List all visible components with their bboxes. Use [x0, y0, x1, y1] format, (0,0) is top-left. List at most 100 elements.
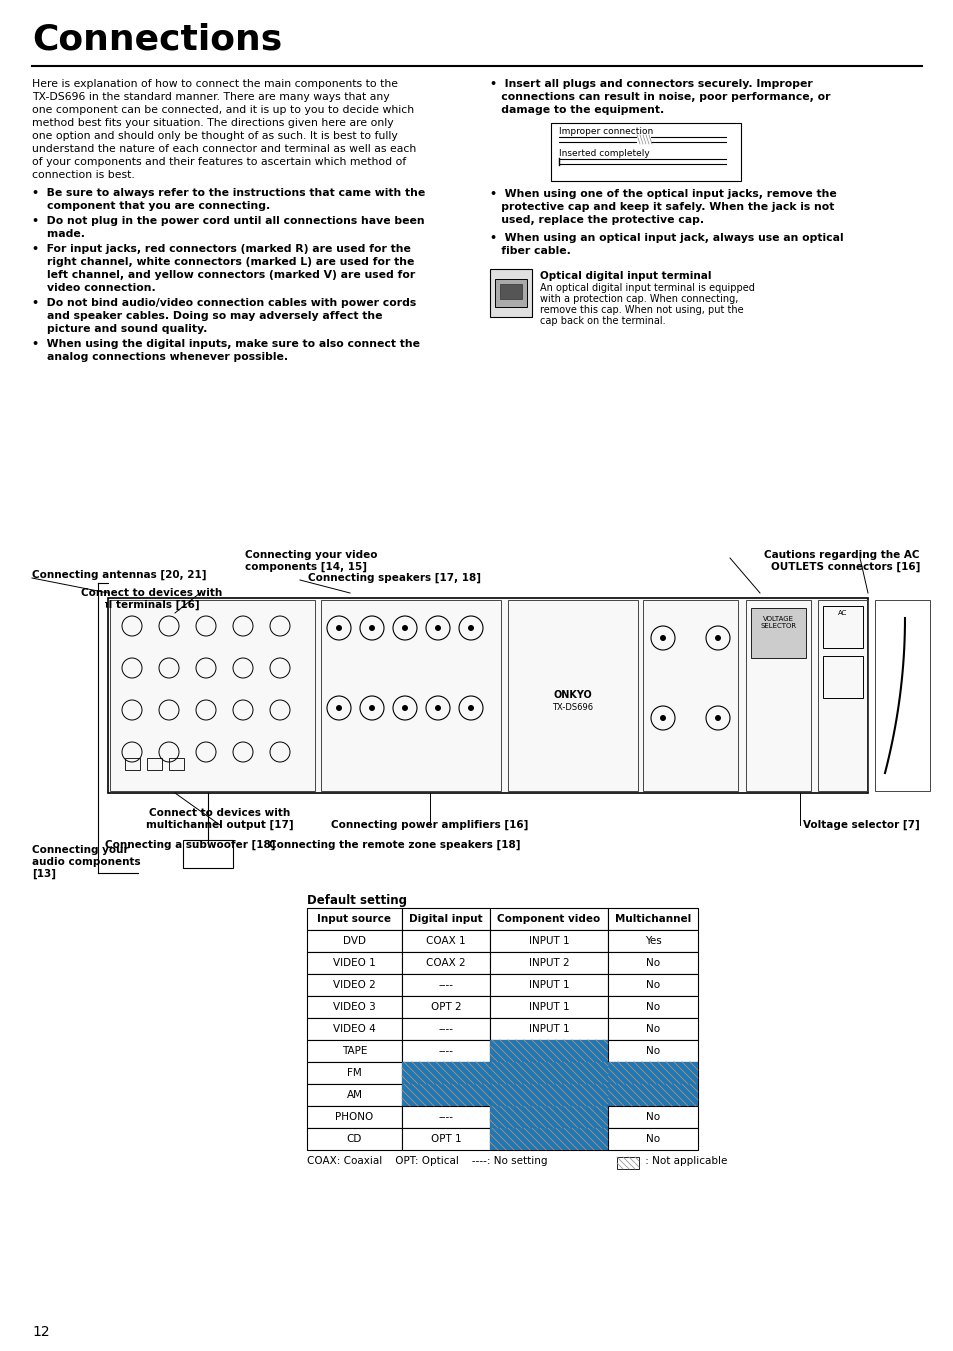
Bar [320, 600, 500, 790]
Bar [607, 1019, 698, 1040]
Text: understand the nature of each connector and terminal as well as each: understand the nature of each connector … [32, 145, 416, 154]
Bar [307, 1062, 401, 1084]
Text: VIDEO 3: VIDEO 3 [333, 1002, 375, 1012]
Text: Connecting your video: Connecting your video [245, 550, 377, 561]
Circle shape [435, 705, 440, 711]
Text: Multichannel: Multichannel [615, 915, 690, 924]
Text: No: No [645, 1046, 659, 1056]
Bar [307, 1084, 401, 1106]
Text: Connecting power amplifiers [16]: Connecting power amplifiers [16] [331, 820, 528, 831]
Bar [490, 996, 607, 1019]
Text: OUTLETS connectors [16]: OUTLETS connectors [16] [770, 562, 919, 573]
Text: INPUT 1: INPUT 1 [528, 1024, 569, 1034]
Text: DVD: DVD [343, 936, 366, 946]
Text: remove this cap. When not using, put the: remove this cap. When not using, put the [539, 305, 742, 315]
Text: AC: AC [838, 611, 847, 616]
Bar [401, 929, 490, 952]
Text: left channel, and yellow connectors (marked V) are used for: left channel, and yellow connectors (mar… [32, 270, 415, 280]
Bar [490, 1128, 607, 1150]
Bar [401, 1084, 490, 1106]
Bar [499, 284, 521, 299]
Bar [401, 1128, 490, 1150]
Text: COAX: Coaxial    OPT: Optical    ----: No setting: COAX: Coaxial OPT: Optical ----: No sett… [307, 1156, 560, 1166]
Text: audio components: audio components [32, 857, 140, 867]
Bar [750, 608, 805, 658]
Text: right channel, white connectors (marked L) are used for the: right channel, white connectors (marked … [32, 257, 414, 267]
Bar [401, 974, 490, 996]
Bar [307, 996, 401, 1019]
Bar [401, 908, 490, 929]
Bar [307, 952, 401, 974]
Bar [307, 929, 401, 952]
Bar [490, 929, 607, 952]
Bar [401, 952, 490, 974]
Text: : Not applicable: : Not applicable [641, 1156, 726, 1166]
Text: VIDEO 2: VIDEO 2 [333, 979, 375, 990]
Text: Connecting the remote zone speakers [18]: Connecting the remote zone speakers [18] [269, 840, 520, 850]
Bar [307, 1040, 401, 1062]
Text: AM: AM [346, 1090, 362, 1100]
Circle shape [401, 705, 408, 711]
Text: ℩I terminals [16]: ℩I terminals [16] [105, 600, 199, 611]
Bar [490, 1106, 607, 1128]
Bar [607, 996, 698, 1019]
Text: 12: 12 [32, 1325, 50, 1339]
Circle shape [468, 626, 474, 631]
Bar [551, 123, 740, 181]
Text: fiber cable.: fiber cable. [490, 246, 570, 255]
Text: FM: FM [347, 1069, 361, 1078]
Bar [874, 600, 929, 790]
Text: video connection.: video connection. [32, 282, 155, 293]
Bar [307, 1128, 401, 1150]
Bar [169, 758, 184, 770]
Bar [822, 607, 862, 648]
Bar [607, 929, 698, 952]
Circle shape [401, 626, 408, 631]
Text: TAPE: TAPE [341, 1046, 367, 1056]
Circle shape [335, 705, 341, 711]
Text: used, replace the protective cap.: used, replace the protective cap. [490, 215, 703, 226]
Text: Connecting antennas [20, 21]: Connecting antennas [20, 21] [32, 570, 206, 581]
Bar [401, 1062, 490, 1084]
Text: •  Insert all plugs and connectors securely. Improper: • Insert all plugs and connectors secure… [490, 78, 812, 89]
Bar [401, 1084, 490, 1106]
Bar [307, 1019, 401, 1040]
Text: Inserted completely: Inserted completely [558, 149, 649, 158]
Text: An optical digital input terminal is equipped: An optical digital input terminal is equ… [539, 282, 754, 293]
Text: picture and sound quality.: picture and sound quality. [32, 324, 207, 334]
Circle shape [369, 626, 375, 631]
Bar [642, 600, 738, 790]
Bar [607, 1062, 698, 1084]
Bar [607, 974, 698, 996]
Bar [147, 758, 162, 770]
Bar [617, 1156, 639, 1169]
Bar [607, 1040, 698, 1062]
Bar [607, 1128, 698, 1150]
Text: INPUT 1: INPUT 1 [528, 936, 569, 946]
Text: cap back on the terminal.: cap back on the terminal. [539, 316, 665, 326]
Text: VIDEO 1: VIDEO 1 [333, 958, 375, 969]
Text: No: No [645, 1133, 659, 1144]
Text: Input source: Input source [317, 915, 391, 924]
Text: Improper connection: Improper connection [558, 127, 653, 136]
Text: •  When using an optical input jack, always use an optical: • When using an optical input jack, alwa… [490, 232, 842, 243]
Text: OPT 1: OPT 1 [430, 1133, 461, 1144]
Text: COAX 2: COAX 2 [426, 958, 465, 969]
Bar [490, 269, 532, 317]
Text: made.: made. [32, 230, 85, 239]
Bar [507, 600, 638, 790]
Bar [490, 1019, 607, 1040]
Text: Component video: Component video [497, 915, 600, 924]
Text: COAX 1: COAX 1 [426, 936, 465, 946]
Bar [490, 908, 607, 929]
Text: connections can result in noise, poor performance, or: connections can result in noise, poor pe… [490, 92, 830, 101]
Text: •  Be sure to always refer to the instructions that came with the: • Be sure to always refer to the instruc… [32, 188, 425, 199]
Bar [307, 1106, 401, 1128]
Bar [401, 1040, 490, 1062]
Text: connection is best.: connection is best. [32, 170, 134, 180]
Bar [607, 1062, 698, 1084]
Text: method best fits your situation. The directions given here are only: method best fits your situation. The dir… [32, 118, 394, 128]
Text: Default setting: Default setting [307, 894, 407, 907]
Text: PHONO: PHONO [335, 1112, 374, 1121]
Text: VOLTAGE: VOLTAGE [762, 616, 793, 621]
